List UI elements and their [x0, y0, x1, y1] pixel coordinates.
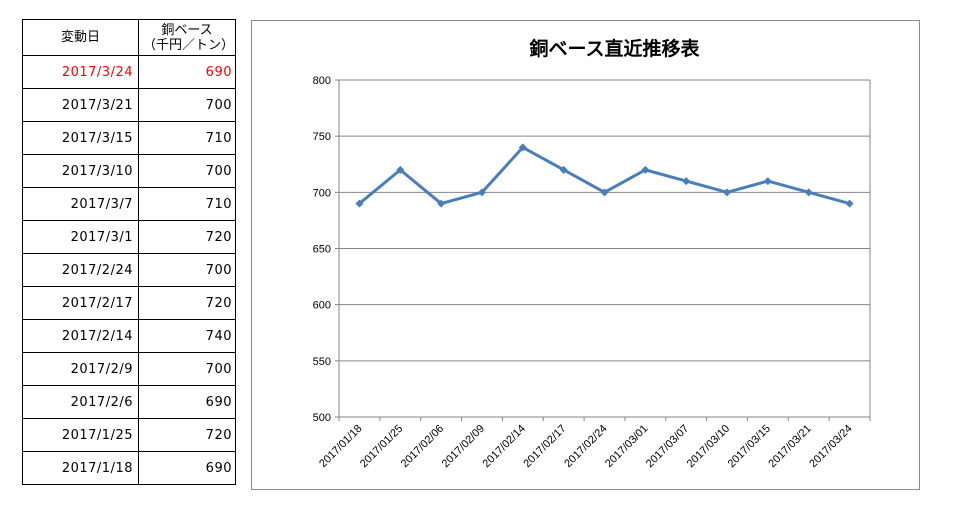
header-date: 変動日	[22, 19, 139, 56]
y-tick-label: 500	[313, 412, 331, 424]
data-point	[600, 188, 609, 197]
table-row: 2017/3/1 720	[22, 220, 236, 254]
data-point	[845, 199, 854, 208]
table-row: 2017/1/25 720	[22, 418, 236, 452]
x-tick-label: 2017/03/21	[766, 423, 813, 470]
data-point	[355, 199, 364, 208]
x-tick-label: 2017/03/01	[603, 423, 650, 470]
header-price-line2: （千円／トン）	[143, 37, 235, 53]
row-price: 720	[138, 220, 236, 254]
table-row: 2017/2/17 720	[22, 286, 236, 320]
row-date: 2017/2/14	[22, 319, 139, 353]
row-date: 2017/2/9	[22, 352, 139, 386]
row-date: 2017/3/15	[22, 121, 139, 155]
table-row: 2017/1/18 690	[22, 451, 236, 485]
x-tick-label: 2017/03/24	[807, 423, 854, 470]
data-point	[396, 165, 405, 174]
row-price: 720	[138, 418, 236, 452]
table-header-row: 変動日 銅ベース （千円／トン）	[22, 19, 236, 56]
row-price: 710	[138, 187, 236, 221]
line-chart: 銅ベース直近推移表 500 550 600 650 700 750 800 2017/01/18…	[313, 37, 871, 470]
table-row: 2017/3/24 690	[22, 55, 236, 89]
data-point	[437, 199, 446, 208]
header-price: 銅ベース （千円／トン）	[138, 19, 236, 56]
price-table-body: 2017/3/24 690 2017/3/21 700 2017/3/15 710 2017…	[22, 55, 236, 485]
data-point	[518, 143, 527, 152]
y-tick-label: 550	[313, 356, 331, 368]
row-date: 2017/3/24	[22, 55, 139, 89]
header-price-line1: 銅ベース	[161, 22, 213, 38]
table-row: 2017/2/6 690	[22, 385, 236, 419]
x-tick-label: 2017/02/09	[440, 423, 487, 470]
x-tick-label: 2017/01/25	[358, 423, 405, 470]
table-row: 2017/2/14 740	[22, 319, 236, 353]
row-date: 2017/2/24	[22, 253, 139, 287]
row-date: 2017/2/6	[22, 385, 139, 419]
data-point	[682, 177, 691, 186]
row-price: 690	[138, 55, 236, 89]
y-tick-label: 800	[313, 75, 331, 87]
row-price: 720	[138, 286, 236, 320]
x-tick-label: 2017/01/18	[317, 423, 364, 470]
table-row: 2017/2/9 700	[22, 352, 236, 386]
data-point	[763, 177, 772, 186]
row-price: 700	[138, 88, 236, 122]
row-date: 2017/3/21	[22, 88, 139, 122]
table-row: 2017/3/7 710	[22, 187, 236, 221]
x-tick-label: 2017/02/17	[521, 423, 568, 470]
chart-area: 銅ベース直近推移表 500 550 600 650 700 750 800 2017/01/18…	[251, 20, 920, 490]
row-price: 710	[138, 121, 236, 155]
row-date: 2017/3/7	[22, 187, 139, 221]
table-row: 2017/3/21 700	[22, 88, 236, 122]
data-point	[723, 188, 732, 197]
price-table: 変動日 銅ベース （千円／トン） 2017/3/24 690 2017/3/21 70…	[22, 19, 236, 485]
data-point	[804, 188, 813, 197]
x-tick-label: 2017/03/10	[685, 423, 732, 470]
table-row: 2017/2/24 700	[22, 253, 236, 287]
row-date: 2017/1/18	[22, 451, 139, 485]
x-tick-label: 2017/03/15	[726, 423, 773, 470]
x-tick-label: 2017/02/06	[399, 423, 446, 470]
x-tick-label: 2017/03/07	[644, 423, 691, 470]
table-row: 2017/3/10 700	[22, 154, 236, 188]
row-price: 690	[138, 385, 236, 419]
data-point	[477, 188, 486, 197]
row-date: 2017/1/25	[22, 418, 139, 452]
table-row: 2017/3/15 710	[22, 121, 236, 155]
row-price: 700	[138, 253, 236, 287]
y-tick-label: 650	[313, 244, 331, 256]
x-tick-label: 2017/02/24	[562, 423, 609, 470]
row-date: 2017/2/17	[22, 286, 139, 320]
y-tick-label: 750	[313, 131, 331, 143]
row-price: 740	[138, 319, 236, 353]
data-point	[641, 165, 650, 174]
x-tick-label: 2017/02/14	[481, 423, 528, 470]
data-point	[559, 165, 568, 174]
row-date: 2017/3/1	[22, 220, 139, 254]
y-tick-label: 600	[313, 300, 331, 312]
chart-title: 銅ベース直近推移表	[529, 37, 700, 60]
row-date: 2017/3/10	[22, 154, 139, 188]
row-price: 700	[138, 154, 236, 188]
row-price: 700	[138, 352, 236, 386]
row-price: 690	[138, 451, 236, 485]
y-tick-label: 700	[313, 187, 331, 199]
